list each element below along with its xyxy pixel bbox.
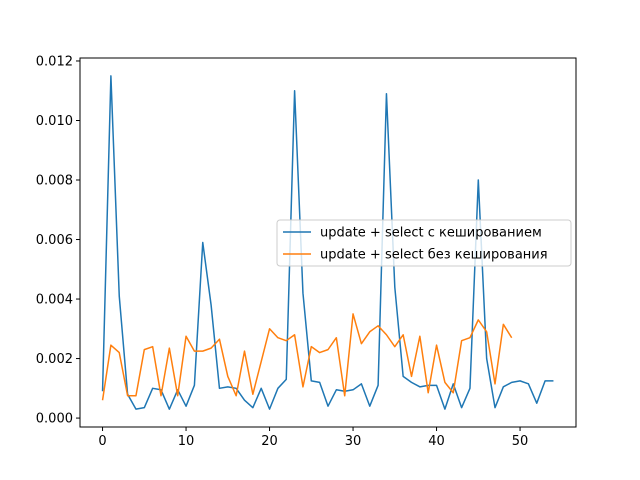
legend: update + select с кешированием update + s… [276, 219, 572, 267]
y-axis: 0.000 0.002 0.004 0.006 0.008 0.010 0.012 [36, 54, 80, 427]
legend-box [276, 219, 572, 267]
x-axis: 0 10 20 30 40 50 [98, 427, 528, 449]
x-tick-label: 10 [178, 434, 195, 449]
series-line-0 [101, 75, 554, 410]
x-tick-label: 40 [428, 434, 445, 449]
x-tick-label: 0 [98, 434, 106, 449]
y-tick-label: 0.010 [36, 114, 73, 129]
plot-frame [79, 57, 577, 428]
legend-label-1: update + select без кеширования [320, 248, 548, 263]
y-tick-label: 0.004 [36, 293, 73, 308]
legend-label-0: update + select с кешированием [320, 226, 542, 241]
y-tick-label: 0.006 [36, 233, 73, 248]
series-line-1 [101, 313, 513, 401]
y-tick-label: 0.012 [36, 54, 73, 69]
x-tick-label: 20 [261, 434, 278, 449]
series-layer [101, 75, 554, 410]
y-tick-label: 0.000 [36, 412, 73, 427]
x-tick-label: 50 [512, 434, 529, 449]
y-tick-label: 0.002 [36, 352, 73, 367]
x-tick-label: 30 [345, 434, 362, 449]
y-tick-label: 0.008 [36, 174, 73, 189]
